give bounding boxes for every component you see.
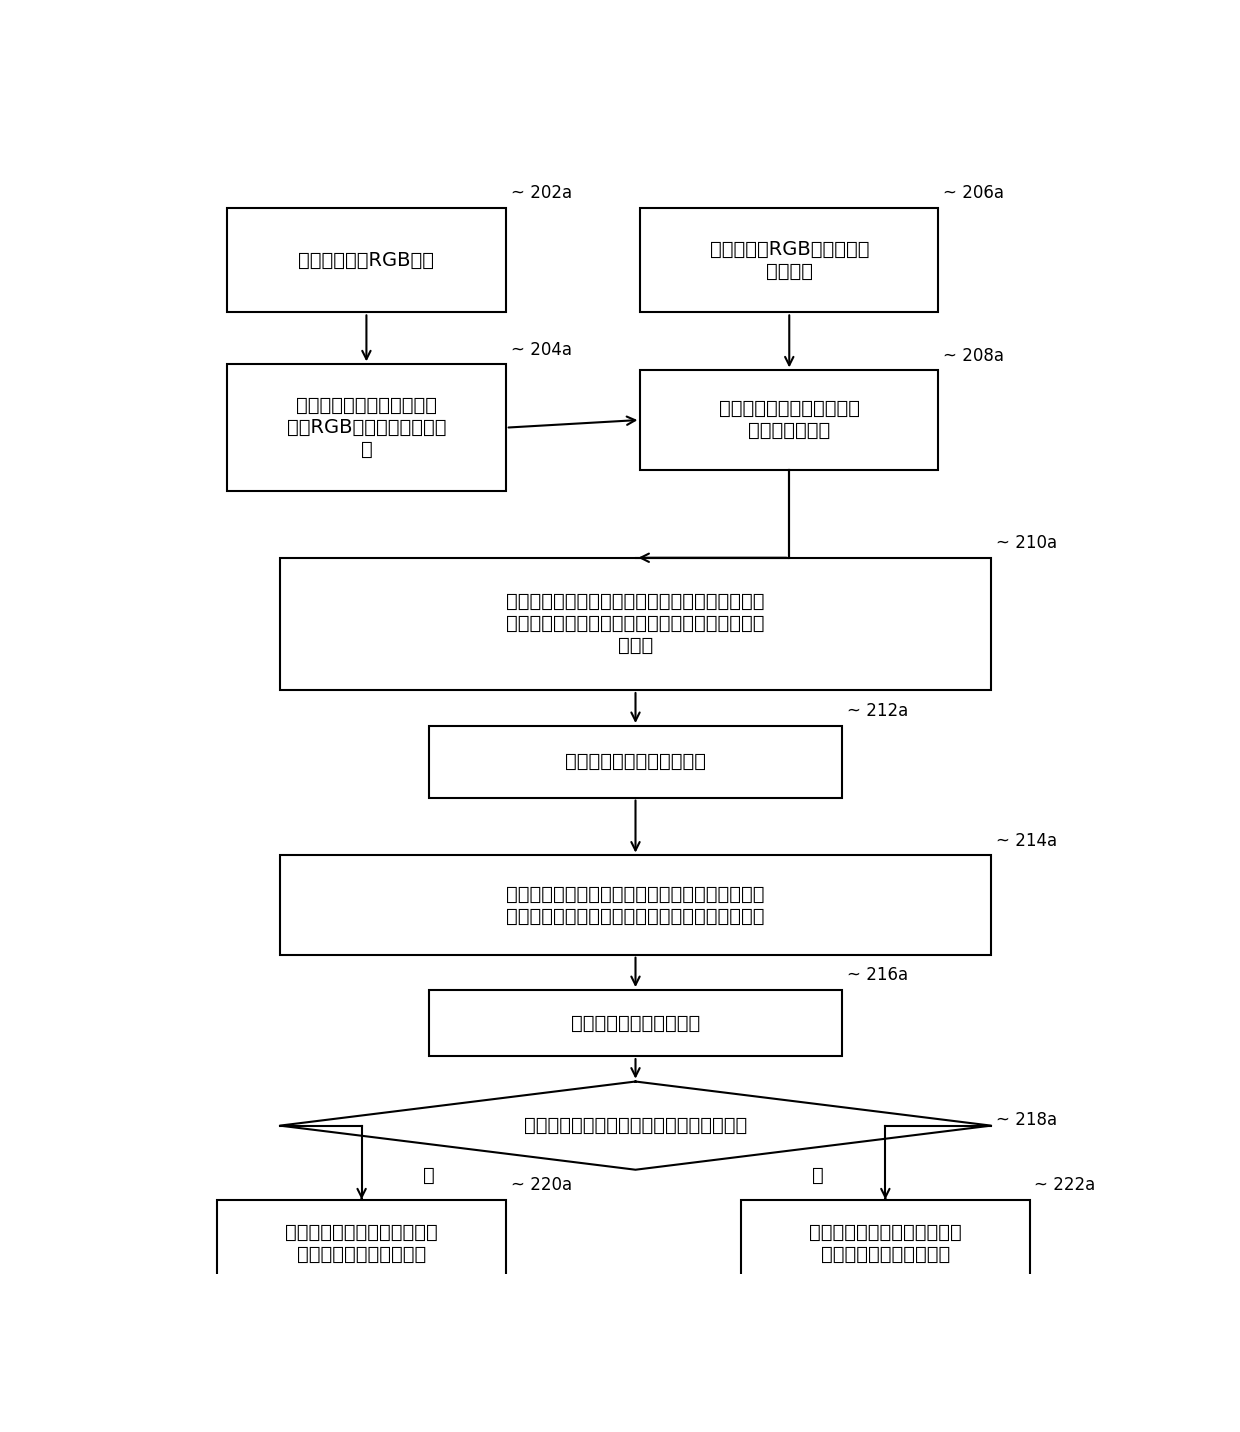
Text: ~ 218a: ~ 218a: [996, 1111, 1056, 1128]
Text: 判断计算得到的宽高比是否满足正常宽高比: 判断计算得到的宽高比是否满足正常宽高比: [523, 1116, 748, 1136]
Text: 从所述深度图中提取矩形框
区域的深度数据: 从所述深度图中提取矩形框 区域的深度数据: [719, 400, 859, 441]
Bar: [280, 557, 991, 690]
Bar: [429, 990, 842, 1057]
Text: ~ 208a: ~ 208a: [944, 347, 1004, 365]
Text: 再次扫描过滤后的深度数据，统计各个深度数据在
本次扫描中出现的频次，并按照频次高低进行排序: 再次扫描过滤后的深度数据，统计各个深度数据在 本次扫描中出现的频次，并按照频次高…: [506, 885, 765, 925]
Text: ~ 204a: ~ 204a: [511, 341, 572, 359]
Text: 获取交互人的RGB图像: 获取交互人的RGB图像: [299, 251, 434, 269]
Bar: [640, 371, 939, 470]
Bar: [742, 1200, 1029, 1287]
Text: 否: 否: [812, 1166, 823, 1184]
Bar: [429, 726, 842, 798]
Text: 过滤扫描结果中的无效数据: 过滤扫描结果中的无效数据: [565, 752, 706, 772]
Text: 是: 是: [423, 1166, 435, 1184]
Text: 获取与所述RGB图像对齐后
的深度图: 获取与所述RGB图像对齐后 的深度图: [709, 239, 869, 281]
Text: 计算矩形框区域的宽高比: 计算矩形框区域的宽高比: [570, 1014, 701, 1032]
Polygon shape: [280, 1081, 991, 1170]
Text: ~ 220a: ~ 220a: [511, 1176, 572, 1194]
Bar: [217, 1200, 506, 1287]
Text: ~ 222a: ~ 222a: [1034, 1176, 1096, 1194]
Text: ~ 212a: ~ 212a: [847, 703, 908, 720]
Text: ~ 216a: ~ 216a: [847, 967, 908, 984]
Text: 取最高频次的深度数据作为交
互人与机器人之间的距离: 取最高频次的深度数据作为交 互人与机器人之间的距离: [285, 1223, 438, 1264]
Text: 对矩形框区域进行行扫描，统计每行中各个深度数
据出现的频次，以出现频次最高的深度数据作为扫
描结果: 对矩形框区域进行行扫描，统计每行中各个深度数 据出现的频次，以出现频次最高的深度…: [506, 593, 765, 656]
Text: 基于人体检测算法确定交互
人在RGB图像中的矩形框区
域: 基于人体检测算法确定交互 人在RGB图像中的矩形框区 域: [286, 397, 446, 460]
Bar: [227, 208, 506, 312]
Text: ~ 202a: ~ 202a: [511, 185, 572, 202]
Bar: [280, 855, 991, 955]
Text: ~ 210a: ~ 210a: [996, 534, 1056, 553]
Text: ~ 214a: ~ 214a: [996, 832, 1056, 851]
Text: ~ 206a: ~ 206a: [944, 185, 1004, 202]
Text: 取次高频次的深度数据作为交
互人与机器人之间的距离: 取次高频次的深度数据作为交 互人与机器人之间的距离: [808, 1223, 962, 1264]
Bar: [227, 364, 506, 491]
Bar: [640, 208, 939, 312]
